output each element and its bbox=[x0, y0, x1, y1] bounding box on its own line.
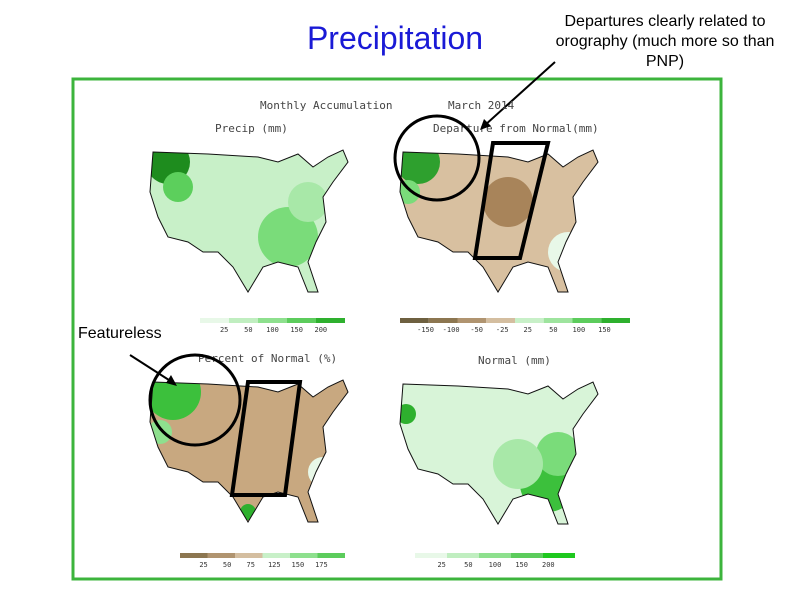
legend-label: 25 bbox=[524, 326, 532, 334]
map-region bbox=[258, 207, 318, 267]
legend-label: -50 bbox=[470, 326, 483, 334]
box bbox=[229, 380, 303, 497]
panel-label: Departure from Normal(mm) bbox=[433, 122, 599, 135]
legend-label: 150 bbox=[290, 326, 303, 334]
header-left: Monthly Accumulation bbox=[260, 99, 392, 112]
map-region bbox=[493, 439, 543, 489]
arrow bbox=[483, 61, 556, 127]
legend-swatch bbox=[447, 553, 479, 558]
legend-label: 100 bbox=[573, 326, 586, 334]
legend-swatch bbox=[258, 318, 287, 323]
legend-label: 25 bbox=[220, 326, 228, 334]
panel-label: Precip (mm) bbox=[215, 122, 288, 135]
maps: Precip (mm) 25 50 100 150 200 Departure from N… bbox=[149, 122, 630, 569]
legend-swatch bbox=[200, 318, 229, 323]
legend-label: 50 bbox=[464, 561, 472, 569]
legend-label: 75 bbox=[246, 561, 254, 569]
annotation: Departures clearly related to orography … bbox=[555, 13, 775, 70]
legend-label: 125 bbox=[268, 561, 281, 569]
legend-label: -150 bbox=[417, 326, 434, 334]
legend-swatch bbox=[572, 318, 602, 323]
legend-label: 50 bbox=[244, 326, 252, 334]
legend-swatch bbox=[262, 553, 290, 558]
map-region bbox=[150, 420, 172, 444]
legend-swatch bbox=[601, 318, 630, 323]
map bbox=[400, 382, 598, 524]
legend-swatch bbox=[415, 553, 447, 558]
panel-label: Percent of Normal (%) bbox=[198, 352, 337, 365]
legend-swatch bbox=[457, 318, 487, 323]
arrowhead bbox=[166, 375, 177, 386]
map bbox=[150, 150, 348, 292]
arrowhead bbox=[480, 119, 491, 130]
circle bbox=[393, 114, 481, 202]
box bbox=[472, 141, 551, 260]
legend-swatch bbox=[543, 553, 575, 558]
map-region bbox=[308, 457, 338, 487]
header-right: March 2014 bbox=[448, 99, 515, 112]
legend-swatch bbox=[317, 553, 345, 558]
circle bbox=[148, 353, 242, 447]
legend-swatch bbox=[316, 318, 345, 323]
legend-label: 150 bbox=[598, 326, 611, 334]
legend-label: 200 bbox=[542, 561, 555, 569]
legend-label: 150 bbox=[292, 561, 305, 569]
map-region bbox=[163, 172, 193, 202]
legend-label: 150 bbox=[515, 561, 528, 569]
legend-label: 100 bbox=[489, 561, 502, 569]
legend-label: 50 bbox=[223, 561, 231, 569]
title: Precipitation bbox=[306, 20, 484, 56]
map-region bbox=[536, 432, 580, 476]
legend-swatch bbox=[207, 553, 235, 558]
legend-label: 50 bbox=[549, 326, 557, 334]
featureless-label: Featureless bbox=[78, 325, 162, 342]
legend-swatch bbox=[400, 318, 429, 323]
legend-swatch bbox=[543, 318, 573, 323]
map-region bbox=[150, 380, 201, 420]
legend-label: 25 bbox=[199, 561, 207, 569]
map-region bbox=[483, 177, 533, 227]
legend-label: 100 bbox=[266, 326, 279, 334]
legend-label: 200 bbox=[315, 326, 328, 334]
legend-label: -100 bbox=[443, 326, 460, 334]
legend-swatch bbox=[290, 553, 318, 558]
legend-swatch bbox=[180, 553, 208, 558]
panel-label: Normal (mm) bbox=[478, 354, 551, 367]
legend-swatch bbox=[229, 318, 258, 323]
legend-swatch bbox=[235, 553, 263, 558]
frame bbox=[71, 77, 723, 581]
legend-label: 175 bbox=[315, 561, 328, 569]
legend-swatch bbox=[486, 318, 515, 323]
legend-swatch bbox=[515, 318, 544, 323]
legend-label: -25 bbox=[496, 326, 509, 334]
legend-swatch bbox=[428, 318, 458, 323]
arrow bbox=[129, 354, 173, 383]
map-region bbox=[400, 404, 416, 424]
legend-swatch bbox=[479, 553, 511, 558]
legend-swatch bbox=[287, 318, 316, 323]
legend-swatch bbox=[511, 553, 543, 558]
legend-label: 25 bbox=[437, 561, 445, 569]
map-region bbox=[288, 182, 328, 222]
map bbox=[400, 150, 598, 292]
